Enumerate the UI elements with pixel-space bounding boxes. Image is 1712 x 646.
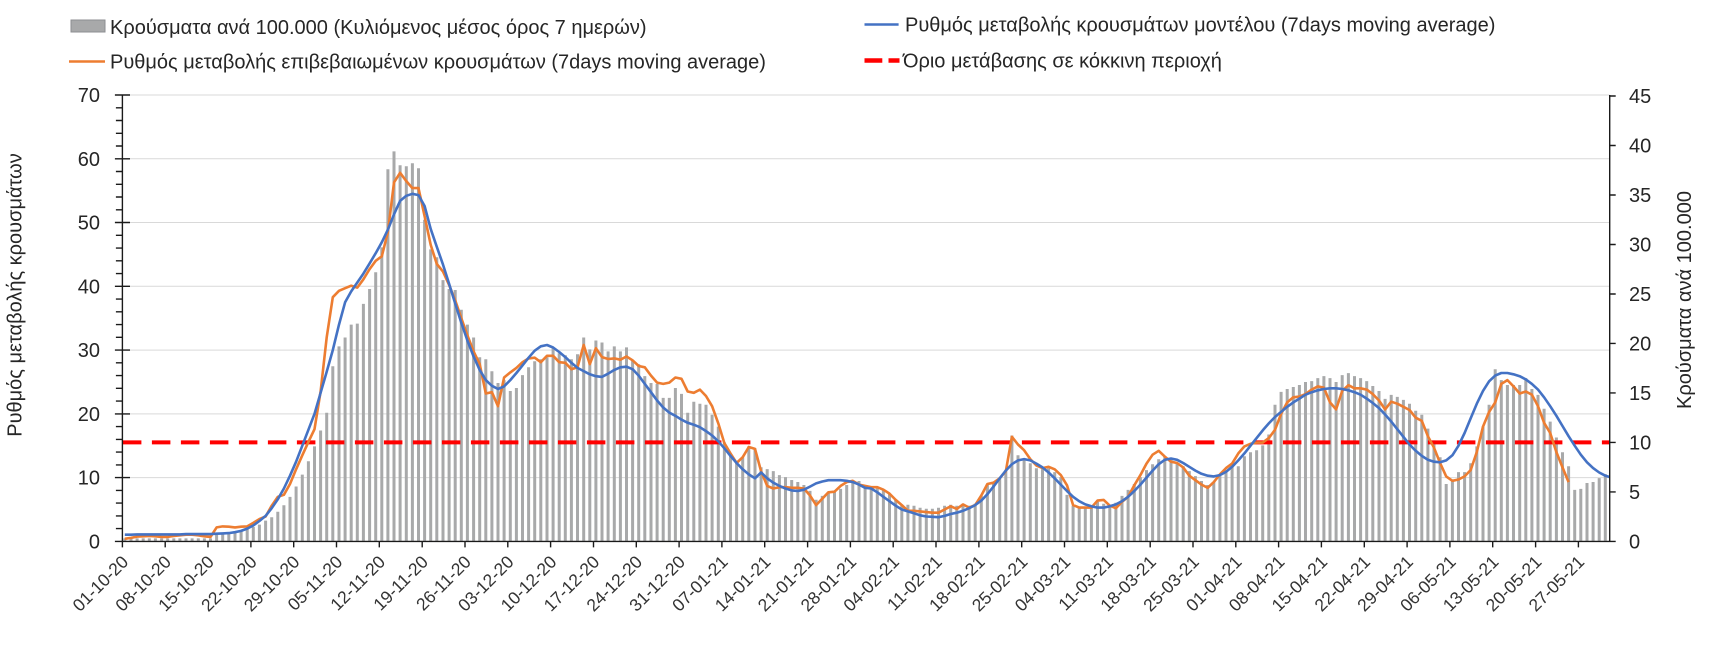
svg-text:10: 10: [1629, 432, 1651, 454]
svg-text:40: 40: [1629, 136, 1651, 158]
svg-text:Ρυθμός μεταβολής επιβεβαιωμένω: Ρυθμός μεταβολής επιβεβαιωμένων κρουσμάτ…: [110, 52, 766, 74]
svg-text:60: 60: [78, 149, 100, 171]
svg-text:5: 5: [1629, 482, 1640, 504]
svg-text:40: 40: [78, 276, 100, 298]
svg-text:Όριο μετάβασης σε κόκκινη περι: Όριο μετάβασης σε κόκκινη περιοχή: [902, 51, 1222, 73]
svg-text:Ρυθμός μεταβολής κρουσμάτων μο: Ρυθμός μεταβολής κρουσμάτων μοντέλου (7d…: [905, 15, 1495, 37]
svg-text:30: 30: [1629, 235, 1651, 257]
svg-text:20: 20: [1629, 333, 1651, 355]
svg-text:Ρυθμός μεταβολής κρουσμάτων: Ρυθμός μεταβολής κρουσμάτων: [5, 153, 27, 437]
svg-text:45: 45: [1629, 86, 1651, 108]
svg-text:70: 70: [78, 85, 100, 107]
svg-text:20: 20: [78, 404, 100, 426]
svg-text:15: 15: [1629, 383, 1651, 405]
svg-text:0: 0: [89, 531, 100, 553]
svg-text:0: 0: [1629, 531, 1640, 553]
svg-text:Κρούσματα ανά 100.000: Κρούσματα ανά 100.000: [1674, 191, 1696, 409]
svg-text:50: 50: [78, 213, 100, 235]
svg-text:Κρούσματα ανά 100.000 (Κυλιόμε: Κρούσματα ανά 100.000 (Κυλιόμενος μέσος …: [110, 17, 647, 39]
svg-text:35: 35: [1629, 185, 1651, 207]
svg-text:25: 25: [1629, 284, 1651, 306]
svg-text:10: 10: [78, 468, 100, 490]
svg-text:30: 30: [78, 340, 100, 362]
